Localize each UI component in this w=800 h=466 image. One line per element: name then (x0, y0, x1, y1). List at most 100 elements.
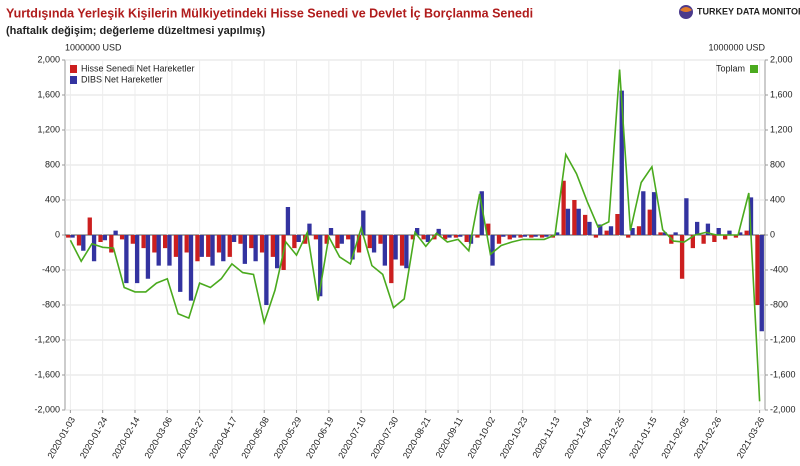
bar (748, 197, 754, 235)
bar (684, 198, 689, 235)
bar (249, 235, 254, 249)
y-tick-label: -800 (42, 299, 60, 309)
bar (238, 235, 243, 244)
y-tick-label: -1,200 (34, 334, 60, 344)
x-tick-label: 2020-02-14 (110, 415, 142, 460)
y2-tick-label: -1,200 (770, 334, 796, 344)
bar (453, 235, 459, 238)
x-tick-label: 2020-05-08 (239, 415, 271, 460)
bar (533, 235, 538, 237)
bar (382, 235, 387, 266)
bar (410, 235, 415, 240)
bar (479, 191, 484, 235)
bar (393, 235, 398, 260)
bar (307, 223, 312, 235)
x-tick-label: 2020-07-10 (336, 415, 368, 460)
y-tick-label: 2,000 (37, 54, 60, 64)
y2-tick-label: -400 (770, 264, 788, 274)
x-tick-label: 2020-04-17 (207, 415, 239, 460)
x-tick-label: 2020-05-29 (272, 415, 304, 460)
bar (727, 230, 732, 235)
x-tick-label: 2020-06-19 (304, 415, 336, 460)
bar (275, 235, 280, 269)
bar (690, 235, 695, 249)
bar (346, 235, 351, 240)
x-tick-label: 2020-01-03 (45, 415, 77, 460)
bar (733, 235, 739, 238)
bar (425, 235, 431, 242)
x-tick-label: 2020-09-11 (434, 415, 465, 459)
bar (593, 235, 599, 238)
bar (324, 235, 329, 244)
bar (184, 235, 189, 253)
bar (361, 210, 366, 235)
x-tick-label: 2020-08-21 (401, 415, 433, 460)
bar (511, 235, 517, 238)
bar (755, 235, 760, 305)
bar (701, 235, 706, 244)
y-tick-label: -2,000 (34, 404, 60, 414)
bar (350, 235, 355, 260)
x-tick-label: 2021-02-05 (659, 415, 691, 460)
bar (221, 235, 226, 262)
bar (518, 235, 523, 238)
bar (598, 224, 603, 235)
bar (522, 235, 527, 237)
y2-tick-label: -1,600 (770, 369, 796, 379)
bar (572, 200, 577, 235)
bar (264, 235, 269, 305)
bar (490, 235, 495, 266)
y2-tick-label: -800 (770, 299, 788, 309)
y2-tick-label: 1,600 (770, 89, 793, 99)
bar (432, 235, 437, 240)
legend-label: DIBS Net Hareketler (81, 74, 163, 84)
y-tick-label: -1,600 (34, 369, 60, 379)
bar (145, 235, 151, 279)
bar (679, 235, 685, 279)
bar (604, 230, 609, 235)
legend-label: Toplam (716, 63, 745, 73)
bar (544, 235, 549, 237)
chart-subtitle: (haftalık değişim; değerleme düzeltmesi … (6, 25, 266, 37)
bar (443, 235, 448, 240)
bar (313, 235, 319, 240)
x-tick-label: 2021-01-15 (627, 415, 659, 460)
bar (486, 223, 491, 235)
bar (163, 235, 168, 249)
bar (475, 235, 480, 238)
y-tick-label: 0 (55, 229, 60, 239)
bar (415, 228, 420, 235)
bar (658, 232, 663, 235)
legend-label: Hisse Senedi Net Hareketler (81, 63, 195, 73)
bar (141, 235, 146, 249)
bar (339, 235, 344, 244)
bar (227, 235, 232, 257)
bar (152, 235, 157, 253)
bar (716, 228, 721, 235)
bar (565, 208, 571, 235)
bar (119, 235, 125, 240)
bar (231, 235, 237, 242)
bar (296, 235, 301, 242)
bar (378, 235, 383, 244)
bar (436, 228, 441, 235)
bar (81, 235, 86, 251)
bar (421, 235, 426, 240)
y2-tick-label: 2,000 (770, 54, 793, 64)
chart-title: Yurtdışında Yerleşik Kişilerin Mülkiyeti… (6, 5, 533, 20)
x-tick-label: 2020-03-06 (142, 415, 174, 460)
bar (328, 228, 334, 235)
y-tick-label: 1,200 (37, 124, 60, 134)
bar (156, 235, 161, 266)
bar (447, 235, 452, 238)
bar (529, 235, 534, 238)
bar (636, 226, 642, 235)
bar (539, 235, 545, 238)
bar (91, 235, 97, 262)
y-axis-label: 1000000 USD (65, 42, 122, 52)
bar (389, 235, 394, 284)
y2-tick-label: 400 (770, 194, 785, 204)
bar (501, 235, 506, 237)
bar (109, 235, 114, 253)
